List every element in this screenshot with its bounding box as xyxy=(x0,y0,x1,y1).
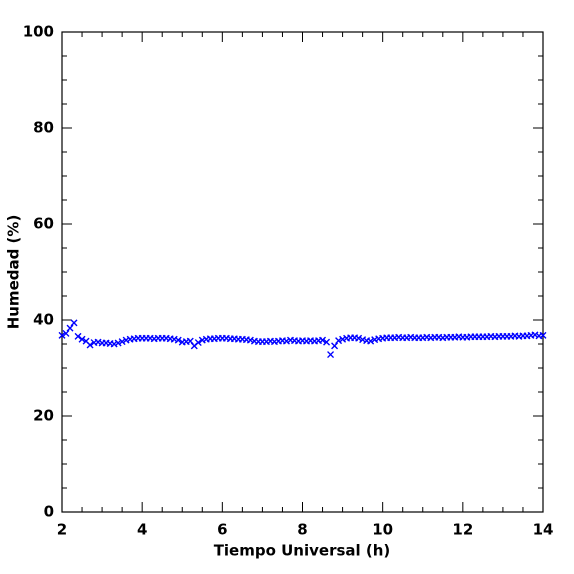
data-point xyxy=(319,336,327,344)
y-axis-label: Humedad (%) xyxy=(5,215,23,330)
data-point xyxy=(539,331,547,339)
data-point xyxy=(323,338,331,346)
data-point xyxy=(78,335,86,343)
x-tick-label: 6 xyxy=(217,521,227,539)
y-tick-label: 60 xyxy=(33,215,54,233)
data-point xyxy=(335,337,343,345)
data-point xyxy=(70,319,78,327)
data-point xyxy=(355,334,363,342)
data-point xyxy=(74,332,82,340)
x-axis-label: Tiempo Universal (h) xyxy=(214,542,391,560)
data-point xyxy=(62,329,70,337)
data-point xyxy=(327,351,335,359)
data-point xyxy=(118,338,126,346)
y-tick-label: 40 xyxy=(33,311,54,329)
data-point xyxy=(194,339,202,347)
x-tick-label: 8 xyxy=(297,521,307,539)
y-tick-label: 0 xyxy=(44,503,54,521)
data-point xyxy=(331,342,339,350)
plot-frame xyxy=(61,31,544,513)
data-point xyxy=(66,324,74,332)
x-tick-label: 2 xyxy=(57,521,67,539)
data-point xyxy=(367,337,375,345)
y-tick-label: 20 xyxy=(33,407,54,425)
data-point xyxy=(174,336,182,344)
x-tick-label: 10 xyxy=(372,521,393,539)
x-tick-label: 4 xyxy=(137,521,147,539)
x-tick-label: 12 xyxy=(452,521,473,539)
data-point xyxy=(58,331,66,339)
x-tick-label: 14 xyxy=(533,521,554,539)
y-tick-label: 80 xyxy=(33,119,54,137)
data-point xyxy=(114,339,122,347)
data-point xyxy=(86,341,94,349)
y-tick-label: 100 xyxy=(23,23,54,41)
